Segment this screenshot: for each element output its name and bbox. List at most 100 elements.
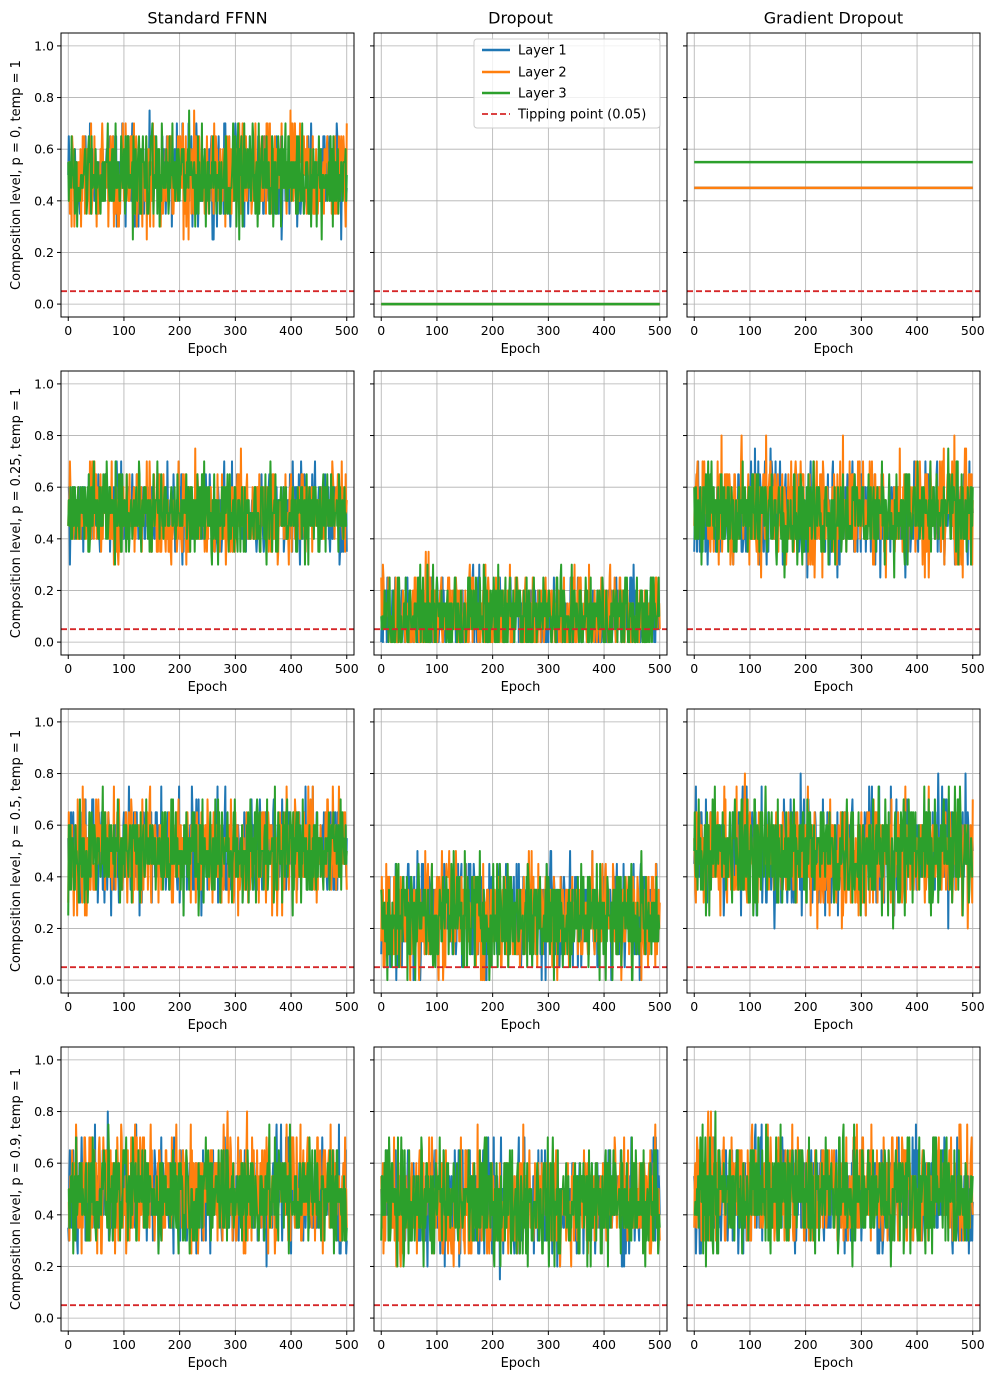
x-tick-label: 400	[905, 1337, 929, 1352]
subplot-grid: 0 100 200 300 400 500 0.0 0.2 0.4 0.6 0.8 1.0 Epoch 0…	[34, 32, 985, 1371]
y-tick-label: 1.0	[34, 1052, 54, 1067]
x-tick-label: 500	[648, 323, 672, 338]
subplot-r1c2: 0 100 200 300 400 500 Epoch	[683, 370, 985, 695]
axes-frame	[373, 1046, 668, 1332]
column-title-gradient-dropout: Gradient Dropout	[764, 9, 903, 28]
column-title-standard-ffnn: Standard FFNN	[147, 9, 267, 28]
legend-label-layer-1: Layer 1	[518, 44, 567, 59]
subplot-r2c0: 0 100 200 300 400 500 0.0 0.2 0.4 0.6 0.8 1.0 Epoch	[34, 708, 359, 1033]
axes-frame	[60, 1046, 355, 1332]
x-tick-label: 500	[961, 1337, 985, 1352]
x-axis-label: Epoch	[814, 1018, 854, 1033]
subplot-r3c0: 0 100 200 300 400 500 0.0 0.2 0.4 0.6 0.8 1.0 Epoch	[34, 1046, 359, 1371]
x-tick-label: 100	[738, 999, 762, 1014]
x-axis-label: Epoch	[188, 1018, 228, 1033]
x-tick-label: 500	[648, 999, 672, 1014]
x-axis-label: Epoch	[814, 680, 854, 695]
x-tick-label: 100	[425, 1337, 449, 1352]
row-label-p0: Composition level, p = 0, temp = 1	[9, 60, 24, 290]
x-tick-label: 400	[905, 661, 929, 676]
x-tick-label: 400	[592, 999, 616, 1014]
x-tick-label: 100	[425, 999, 449, 1014]
x-tick-label: 100	[112, 1337, 136, 1352]
x-tick-label: 0	[690, 1337, 698, 1352]
y-tick-label: 0.0	[34, 1311, 54, 1326]
y-tick-label: 0.2	[34, 245, 54, 260]
y-tick-label: 0.0	[34, 297, 54, 312]
subplot-r2c1: 0 100 200 300 400 500 Epoch	[370, 708, 672, 1033]
subplot-r1c0: 0 100 200 300 400 500 0.0 0.2 0.4 0.6 0.8 1.0 Epoch	[34, 370, 359, 695]
axes-frame	[60, 32, 355, 318]
legend-label-layer-2: Layer 2	[518, 66, 567, 81]
y-tick-label: 0.8	[34, 1104, 54, 1119]
series-line-layer-3	[380, 1136, 661, 1268]
x-tick-label: 0	[377, 323, 385, 338]
x-tick-label: 400	[279, 999, 303, 1014]
x-tick-label: 200	[794, 323, 818, 338]
x-tick-label: 0	[64, 323, 72, 338]
x-tick-label: 500	[648, 661, 672, 676]
subplot-r2c2: 0 100 200 300 400 500 Epoch	[683, 708, 985, 1033]
x-tick-label: 100	[738, 661, 762, 676]
x-axis-label: Epoch	[501, 1356, 541, 1371]
x-tick-label: 300	[223, 1337, 247, 1352]
x-tick-label: 300	[223, 661, 247, 676]
x-tick-label: 300	[223, 323, 247, 338]
x-tick-label: 300	[536, 1337, 560, 1352]
y-tick-label: 0.0	[34, 973, 54, 988]
y-tick-label: 0.8	[34, 766, 54, 781]
x-tick-label: 100	[425, 323, 449, 338]
x-tick-label: 300	[536, 323, 560, 338]
y-tick-label: 0.2	[34, 1259, 54, 1274]
x-axis-label: Epoch	[814, 342, 854, 357]
axes-frame	[373, 370, 668, 656]
x-tick-label: 0	[377, 661, 385, 676]
x-tick-label: 500	[961, 999, 985, 1014]
x-tick-label: 300	[849, 323, 873, 338]
axes-frame	[686, 1046, 981, 1332]
y-tick-label: 0.6	[34, 818, 54, 833]
y-tick-label: 0.6	[34, 480, 54, 495]
x-tick-label: 0	[690, 323, 698, 338]
x-tick-label: 100	[112, 999, 136, 1014]
y-tick-label: 0.8	[34, 90, 54, 105]
x-tick-label: 300	[849, 1337, 873, 1352]
y-tick-label: 0.2	[34, 921, 54, 936]
axes-frame	[60, 708, 355, 994]
series-line-layer-3	[67, 460, 348, 566]
x-tick-label: 100	[112, 323, 136, 338]
x-tick-label: 400	[279, 661, 303, 676]
series-line-layer-2	[380, 850, 661, 982]
legend-frame	[473, 38, 661, 129]
y-tick-label: 1.0	[34, 38, 54, 53]
x-axis-label: Epoch	[188, 342, 228, 357]
x-tick-label: 300	[536, 661, 560, 676]
x-tick-label: 300	[536, 999, 560, 1014]
series-line-layer-3	[693, 447, 974, 579]
x-axis-label: Epoch	[501, 1018, 541, 1033]
column-title-dropout: Dropout	[488, 9, 553, 28]
y-tick-label: 0.4	[34, 193, 54, 208]
x-axis-label: Epoch	[814, 1356, 854, 1371]
subplot-r0c1: 0 100 200 300 400 500 Epoch	[370, 32, 672, 357]
x-tick-label: 400	[592, 323, 616, 338]
x-tick-label: 400	[905, 999, 929, 1014]
x-tick-label: 100	[738, 323, 762, 338]
x-tick-label: 500	[961, 661, 985, 676]
axes-frame	[60, 370, 355, 656]
x-tick-label: 500	[335, 661, 359, 676]
x-tick-label: 200	[481, 1337, 505, 1352]
x-axis-label: Epoch	[501, 680, 541, 695]
x-tick-label: 400	[279, 1337, 303, 1352]
subplot-r0c2: 0 100 200 300 400 500 Epoch	[683, 32, 985, 357]
x-tick-label: 200	[481, 661, 505, 676]
row-label-p025: Composition level, p = 0.25, temp = 1	[9, 388, 24, 639]
x-tick-label: 0	[377, 1337, 385, 1352]
series-line-layer-3	[380, 563, 661, 644]
y-tick-label: 0.0	[34, 635, 54, 650]
y-tick-label: 0.4	[34, 869, 54, 884]
series-line-layer-3	[67, 1123, 348, 1255]
y-tick-label: 0.2	[34, 583, 54, 598]
axes-frame	[686, 32, 981, 318]
